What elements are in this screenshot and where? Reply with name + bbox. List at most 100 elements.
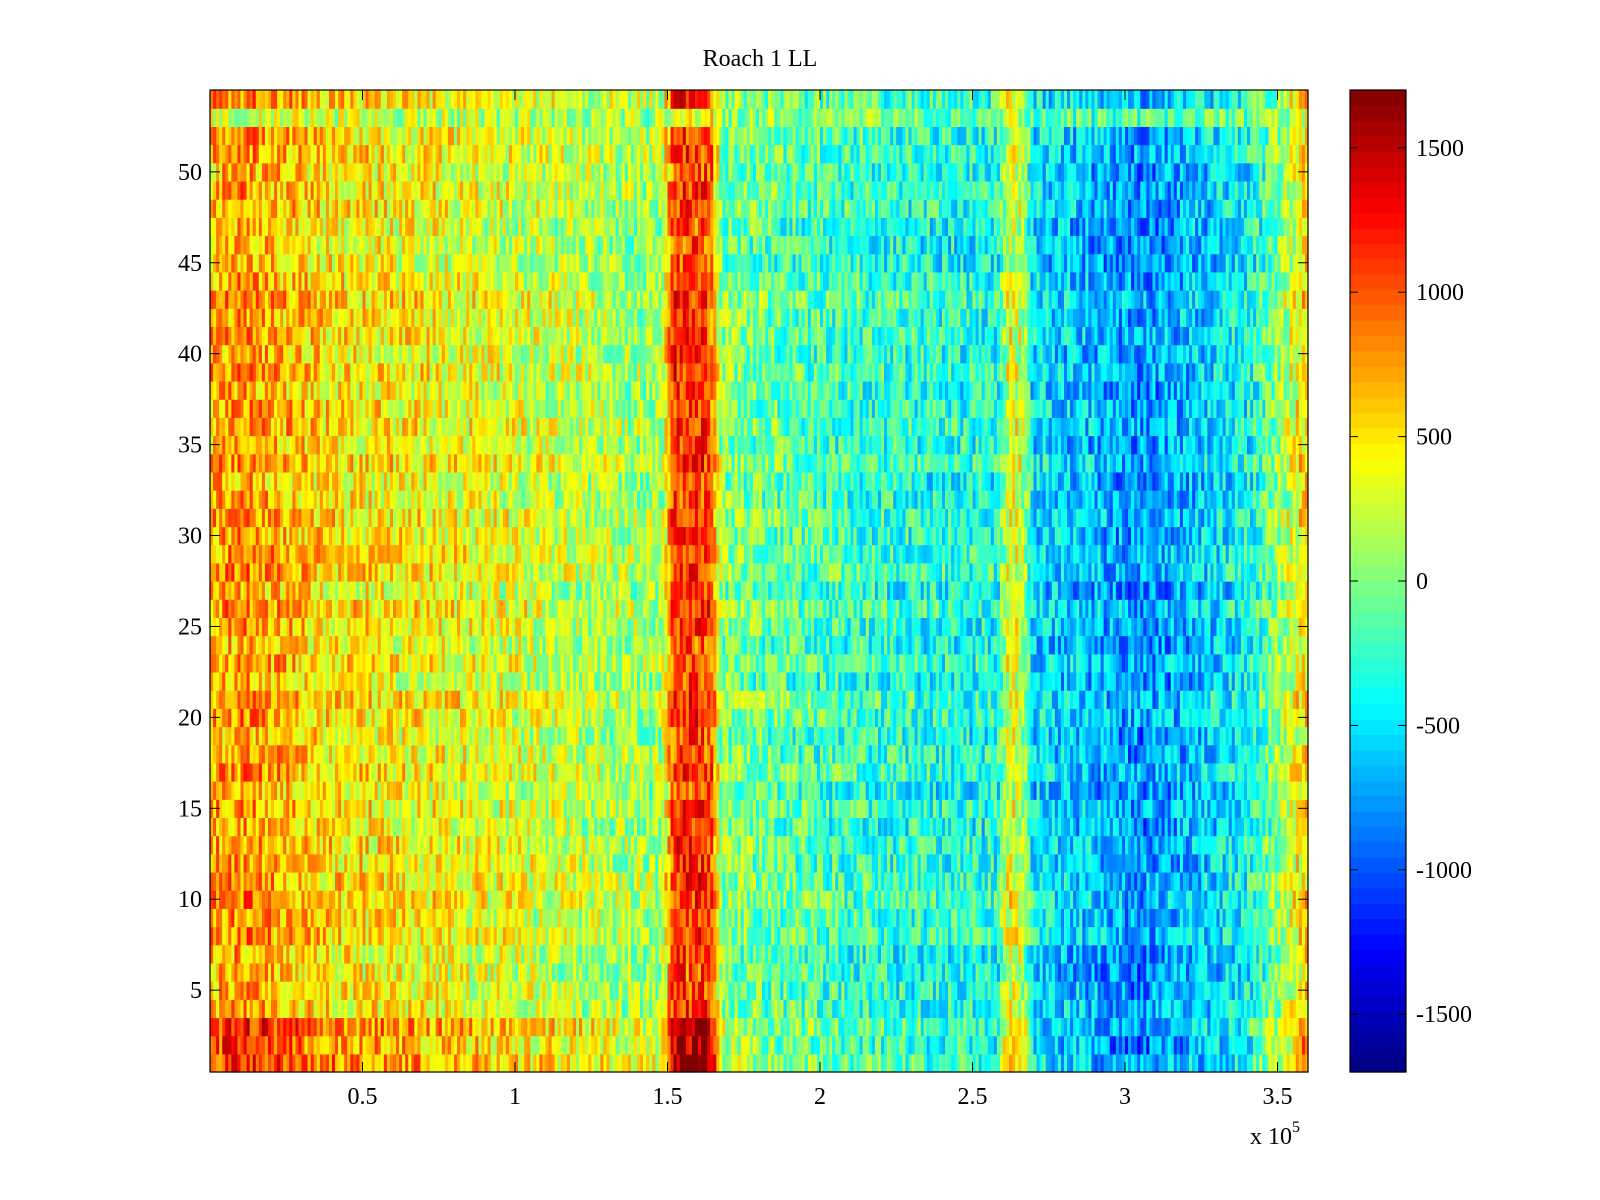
heatmap-cell xyxy=(874,944,879,964)
heatmap-cell xyxy=(362,926,367,946)
heatmap-cell xyxy=(576,1053,580,1073)
heatmap-cell xyxy=(960,981,964,1000)
heatmap-cell xyxy=(511,871,516,891)
heatmap-cell xyxy=(874,1035,879,1055)
heatmap-cell xyxy=(408,908,412,928)
heatmap-cell xyxy=(411,999,415,1019)
heatmap-cell xyxy=(420,871,425,891)
heatmap-cell xyxy=(454,926,458,946)
heatmap-cell xyxy=(1186,1017,1190,1037)
heatmap-cell xyxy=(862,908,867,928)
heatmap-cell xyxy=(1006,853,1010,873)
heatmap-cell xyxy=(911,853,916,873)
heatmap-cell xyxy=(951,926,955,946)
heatmap-cell xyxy=(1240,1035,1245,1055)
heatmap-cell xyxy=(365,962,370,982)
heatmap-cell xyxy=(1106,944,1111,964)
heatmap-cell xyxy=(332,1017,336,1037)
heatmap-cell xyxy=(228,853,232,873)
heatmap-cell xyxy=(1091,926,1096,946)
heatmap-cell xyxy=(341,944,345,964)
heatmap-cell xyxy=(1082,962,1086,982)
heatmap-cell xyxy=(1173,981,1178,1000)
heatmap-cell xyxy=(383,890,388,909)
heatmap-cell xyxy=(271,871,275,891)
heatmap-cell xyxy=(432,944,437,964)
heatmap-cell xyxy=(1189,908,1193,928)
heatmap-cell xyxy=(1009,1017,1013,1037)
heatmap-cell xyxy=(637,890,641,909)
heatmap-cell xyxy=(1088,1035,1093,1055)
heatmap-cell xyxy=(813,871,818,891)
heatmap-cell xyxy=(530,1035,534,1055)
heatmap-cell xyxy=(972,853,977,873)
heatmap-cell xyxy=(789,1017,794,1037)
heatmap-cell xyxy=(783,1035,788,1055)
heatmap-cell xyxy=(1210,1035,1215,1055)
heatmap-cell xyxy=(515,1035,519,1055)
heatmap-cell xyxy=(667,890,672,909)
heatmap-cell xyxy=(1137,908,1141,928)
heatmap-cell xyxy=(432,1053,437,1073)
heatmap-cell xyxy=(1021,1017,1025,1037)
heatmap-cell xyxy=(691,926,696,946)
heatmap-cell xyxy=(383,853,388,873)
heatmap-cell xyxy=(1030,981,1035,1000)
heatmap-cell xyxy=(271,890,275,909)
heatmap-cell xyxy=(993,981,998,1000)
heatmap-cell xyxy=(694,908,699,928)
heatmap-cell xyxy=(511,1017,516,1037)
heatmap-cell xyxy=(301,1035,306,1055)
heatmap-cell xyxy=(957,926,961,946)
heatmap-cell xyxy=(435,926,440,946)
heatmap-cell xyxy=(271,1053,275,1073)
heatmap-cell xyxy=(1018,890,1022,909)
heatmap-cell xyxy=(274,1053,278,1073)
heatmap-cell xyxy=(1048,1035,1053,1055)
heatmap-cell xyxy=(746,908,751,928)
heatmap-cell xyxy=(530,926,534,946)
heatmap-cell xyxy=(984,962,989,982)
heatmap-cell xyxy=(841,853,845,873)
heatmap-cell xyxy=(481,926,486,946)
heatmap-cell xyxy=(853,871,858,891)
heatmap-cell xyxy=(600,908,605,928)
heatmap-cell xyxy=(1115,999,1120,1019)
heatmap-cell xyxy=(987,981,992,1000)
heatmap-cell xyxy=(984,981,989,1000)
heatmap-cell xyxy=(1164,944,1169,964)
heatmap-cell xyxy=(923,962,928,982)
heatmap-cell xyxy=(881,999,885,1019)
heatmap-cell xyxy=(1186,944,1190,964)
heatmap-cell xyxy=(682,871,687,891)
heatmap-cell xyxy=(322,908,327,928)
heatmap-cell xyxy=(774,1017,778,1037)
heatmap-cell xyxy=(710,981,714,1000)
heatmap-cell xyxy=(518,962,522,982)
heatmap-cell xyxy=(1213,908,1218,928)
heatmap-cell xyxy=(902,890,906,909)
heatmap-cell xyxy=(521,908,525,928)
heatmap-cell xyxy=(393,962,397,982)
heatmap-cell xyxy=(585,853,589,873)
heatmap-cell xyxy=(917,1035,922,1055)
heatmap-cell xyxy=(328,1035,333,1055)
heatmap-cell xyxy=(649,944,653,964)
heatmap-cell xyxy=(670,908,675,928)
heatmap-cell xyxy=(820,1017,824,1037)
heatmap-cell xyxy=(328,981,333,1000)
heatmap-cell xyxy=(594,1017,598,1037)
heatmap-cell xyxy=(923,890,928,909)
heatmap-cell xyxy=(1112,1035,1117,1055)
heatmap-cell xyxy=(1097,1035,1102,1055)
heatmap-cell xyxy=(865,944,870,964)
heatmap-cell xyxy=(774,908,778,928)
heatmap-cell xyxy=(518,1053,522,1073)
heatmap-cell xyxy=(420,853,425,873)
heatmap-cell xyxy=(457,962,461,982)
heatmap-cell xyxy=(389,999,394,1019)
heatmap-cell xyxy=(505,981,510,1000)
heatmap-cell xyxy=(566,908,571,928)
heatmap-cell xyxy=(457,981,461,1000)
heatmap-cell xyxy=(664,981,669,1000)
